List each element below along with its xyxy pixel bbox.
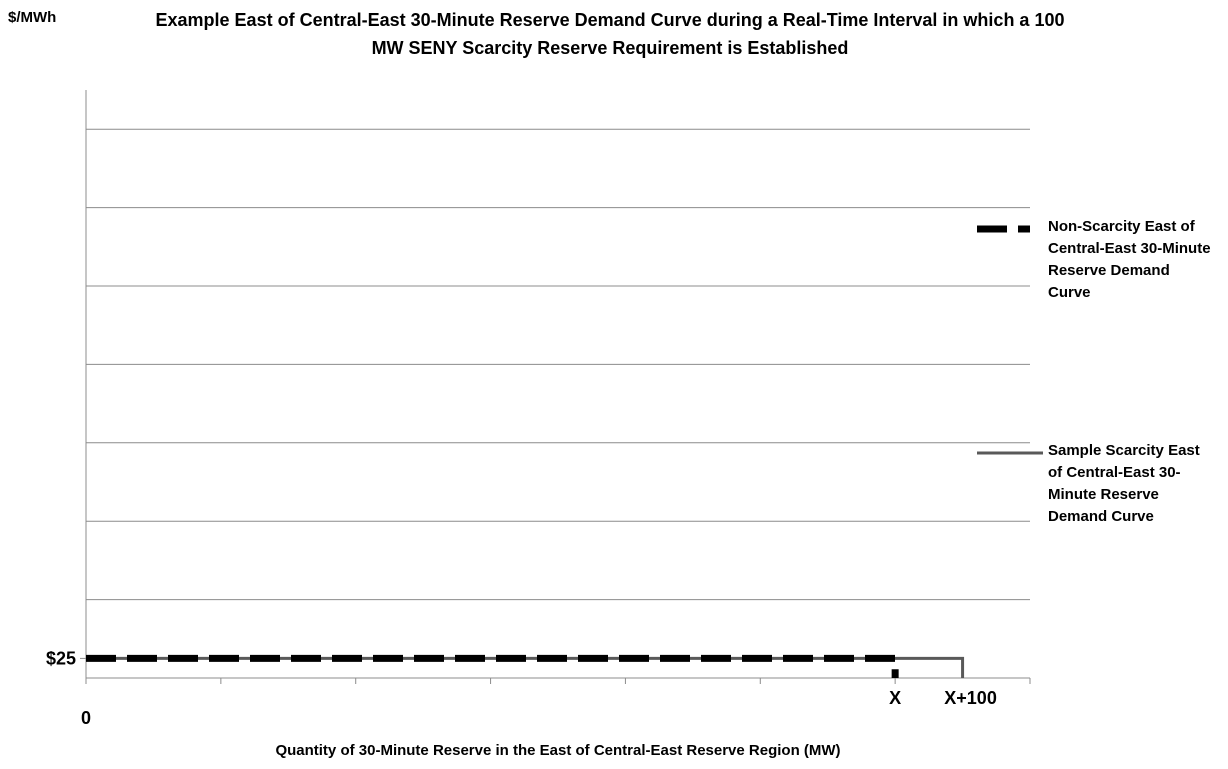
x-tick-label: 0: [81, 708, 91, 728]
x-axis-label: Quantity of 30-Minute Reserve in the Eas…: [275, 742, 840, 759]
chart-title: Example East of Central-East 30-Minute R…: [155, 10, 1065, 58]
x-tick-label: X: [889, 688, 901, 708]
y-tick-label: $25: [46, 648, 76, 668]
legend-label: Sample Scarcity East of Central-East 30-…: [1048, 442, 1200, 525]
y-axis-label: $/MWh: [8, 9, 56, 26]
x-tick-label: X+100: [944, 688, 997, 708]
series-line: [86, 654, 899, 678]
legend-label: Non-Scarcity East of Central-East 30-Min…: [1048, 218, 1211, 301]
